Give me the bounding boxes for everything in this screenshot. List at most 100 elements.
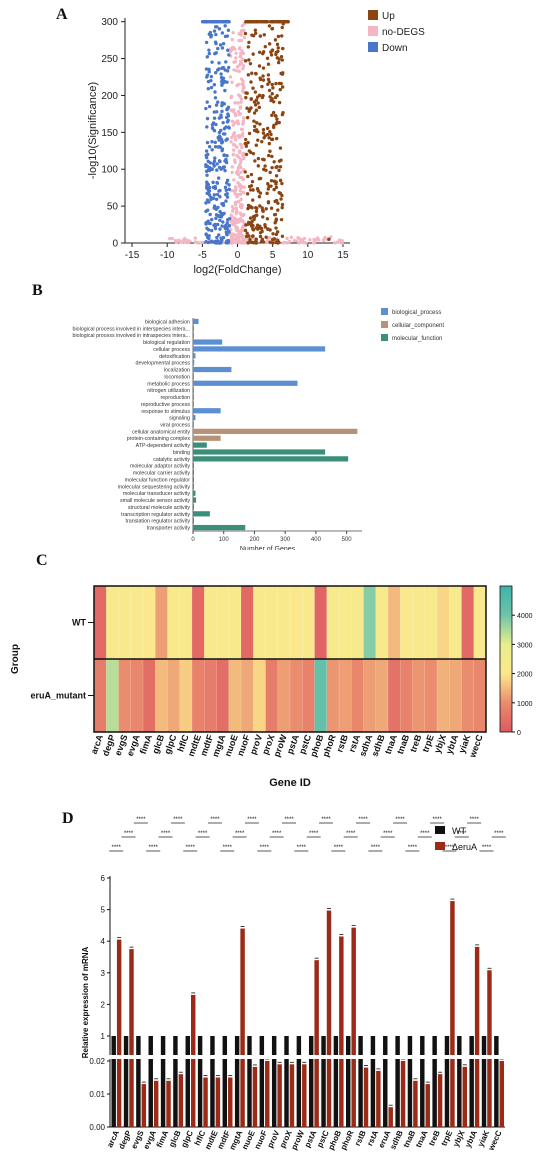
point-down — [207, 32, 211, 36]
point-down — [213, 156, 217, 160]
point-up — [261, 127, 266, 132]
bar-wt — [321, 1036, 326, 1127]
point-down — [206, 208, 210, 212]
point-down — [209, 78, 213, 83]
point-down — [205, 19, 210, 24]
point-up — [267, 88, 272, 93]
point-up — [256, 164, 261, 168]
point-up — [266, 82, 270, 86]
bar-mutant — [116, 939, 122, 1127]
point-up — [254, 209, 259, 214]
point-down — [221, 220, 225, 224]
bar-wt — [333, 1036, 339, 1127]
point-up — [282, 19, 286, 24]
heatmap-cell — [216, 658, 230, 733]
point-up — [270, 26, 275, 31]
point-up — [275, 117, 279, 121]
row-label: WT — [72, 618, 86, 628]
point-up — [281, 46, 285, 51]
significance-mark: **** — [457, 831, 467, 837]
x-tick-label: 300 — [280, 537, 291, 543]
bar-wt — [370, 1036, 376, 1127]
significance-mark: **** — [371, 845, 381, 851]
x-tick-label: -10 — [160, 250, 175, 261]
heatmap-cell — [302, 658, 316, 733]
point-up — [246, 206, 250, 211]
significance-mark: **** — [247, 817, 257, 823]
point-up — [256, 19, 260, 24]
point-up — [270, 82, 274, 87]
heatmap-cell — [191, 658, 205, 733]
row-label: eruA_mutant — [30, 691, 86, 701]
point-down — [219, 113, 223, 117]
bar-wt — [173, 1036, 178, 1127]
point-down — [218, 227, 222, 231]
point-up — [263, 44, 267, 49]
point-up — [244, 152, 249, 157]
point-down — [227, 183, 231, 187]
point-down — [213, 144, 218, 149]
point-down — [215, 192, 220, 197]
point-no-degs — [240, 89, 245, 93]
point-up — [275, 165, 279, 169]
bar-wt — [259, 1036, 265, 1127]
bar-wt — [395, 1036, 400, 1127]
point-no-degs — [233, 134, 237, 138]
x-tick-label: -15 — [125, 250, 140, 261]
x-axis-label: log2(FoldChange) — [193, 264, 281, 276]
point-no-degs — [239, 33, 244, 37]
point-up — [275, 93, 279, 98]
point-no-degs — [238, 211, 242, 215]
point-no-degs — [238, 142, 243, 147]
point-down — [210, 19, 215, 24]
point-up — [261, 74, 265, 78]
point-up — [251, 215, 256, 219]
point-up — [263, 225, 268, 229]
heatmap-cell — [424, 658, 438, 733]
point-down — [213, 223, 217, 228]
bar-wt — [197, 1036, 203, 1127]
point-down — [217, 116, 222, 120]
panel-label-a: A — [56, 6, 68, 23]
bar-mutant — [277, 1064, 282, 1127]
point-no-degs — [233, 47, 237, 51]
point-up — [273, 38, 278, 42]
point-no-degs — [230, 80, 234, 84]
heatmap-cell — [351, 658, 365, 733]
point-down — [225, 195, 230, 199]
bar — [193, 353, 196, 359]
point-up — [260, 139, 264, 144]
point-up — [257, 195, 262, 199]
point-down — [221, 120, 225, 125]
point-down — [204, 67, 209, 71]
y-tick-label: 6 — [101, 874, 106, 883]
significance-mark: **** — [272, 831, 282, 837]
heatmap-cell — [302, 585, 316, 660]
significance-mark: **** — [223, 845, 233, 851]
heatmap-cell — [204, 585, 218, 660]
point-up — [252, 124, 257, 129]
point-up — [248, 188, 253, 192]
point-down — [222, 79, 226, 84]
point-down — [210, 140, 214, 144]
heatmap-cell — [375, 658, 389, 733]
point-no-degs — [240, 218, 244, 223]
significance-mark: **** — [383, 831, 393, 837]
legend-swatch — [368, 10, 378, 20]
point-down — [222, 153, 226, 157]
point-up — [281, 111, 285, 115]
point-up — [276, 60, 281, 65]
heatmap-cell — [277, 658, 291, 733]
point-no-degs — [287, 239, 292, 244]
point-down — [211, 126, 215, 131]
point-no-degs — [236, 122, 241, 126]
point-no-degs — [239, 197, 243, 202]
point-no-degs — [233, 237, 238, 241]
point-down — [220, 46, 225, 50]
point-down — [227, 53, 231, 57]
point-no-degs — [294, 239, 299, 243]
point-no-degs — [235, 220, 239, 225]
bar — [193, 469, 194, 476]
point-down — [208, 212, 212, 217]
